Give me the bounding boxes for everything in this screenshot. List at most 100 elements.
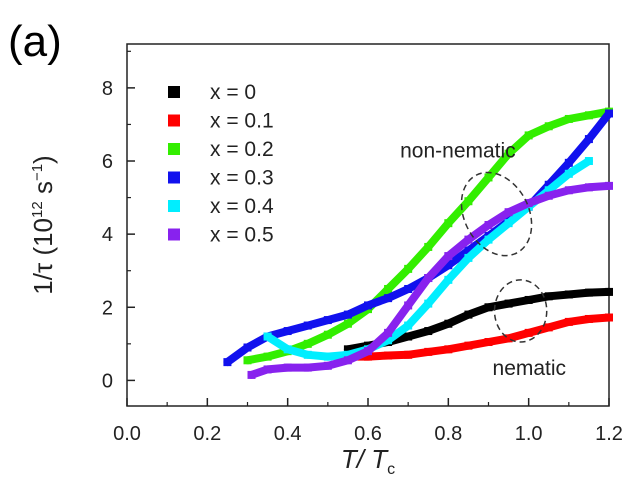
data-point <box>464 341 473 350</box>
data-point <box>584 157 593 166</box>
x-tick-label: 1.2 <box>595 423 623 445</box>
legend-marker <box>168 228 180 241</box>
legend-marker <box>168 171 180 184</box>
data-point <box>444 275 453 284</box>
data-point <box>343 345 352 354</box>
data-point <box>444 252 453 261</box>
data-point <box>464 310 473 319</box>
data-point <box>484 303 493 312</box>
x-axis-title: T/ Tc <box>341 444 395 478</box>
data-point <box>343 319 352 328</box>
x-tick-label: 0.0 <box>113 423 141 445</box>
legend-label: x = 0.5 <box>210 224 274 247</box>
data-point <box>584 111 593 120</box>
data-point <box>605 109 613 118</box>
data-point <box>303 363 312 372</box>
data-point <box>584 135 593 144</box>
legend-label: x = 0 <box>210 81 256 104</box>
data-point <box>544 122 553 131</box>
data-point <box>404 284 413 293</box>
annotation-label: nematic <box>493 357 567 380</box>
data-point <box>444 345 453 354</box>
data-point <box>283 327 292 336</box>
data-point <box>564 290 573 299</box>
data-point <box>323 352 332 361</box>
data-point <box>544 323 553 332</box>
data-point <box>564 114 573 123</box>
data-point <box>243 343 252 352</box>
data-point <box>524 295 533 304</box>
data-point <box>247 370 256 379</box>
data-point <box>343 310 352 319</box>
data-point <box>524 199 533 208</box>
data-point <box>524 131 533 140</box>
data-point <box>263 365 272 374</box>
data-point <box>364 301 372 310</box>
data-point <box>424 274 433 283</box>
data-point <box>303 321 312 330</box>
data-point <box>424 327 433 336</box>
nematic-region-ellipse <box>493 279 548 343</box>
legend-marker <box>168 143 180 155</box>
data-point <box>424 347 433 356</box>
data-point <box>605 287 613 296</box>
data-point <box>364 347 372 356</box>
non-nematic-region-ellipse <box>460 171 533 257</box>
annotation-label: non-nematic <box>400 139 516 162</box>
x-tick-label: 0.6 <box>354 423 382 445</box>
data-point <box>544 186 553 195</box>
data-point <box>504 219 513 228</box>
data-point <box>484 235 493 244</box>
data-point <box>323 330 332 339</box>
data-point <box>444 319 453 328</box>
y-tick-label: 8 <box>102 78 113 100</box>
data-point <box>223 358 232 367</box>
data-point <box>504 208 513 217</box>
data-point <box>605 313 613 322</box>
series-1 <box>343 313 613 361</box>
data-point <box>564 186 573 195</box>
data-point <box>364 352 372 361</box>
data-point <box>424 299 433 308</box>
legend-marker <box>168 200 180 212</box>
legend-label: x = 0.3 <box>210 167 274 190</box>
data-point <box>605 181 613 190</box>
data-point <box>584 288 593 297</box>
data-point <box>343 350 352 359</box>
data-point <box>283 363 292 372</box>
data-point <box>444 219 453 228</box>
data-point <box>404 350 413 359</box>
data-point <box>384 351 393 360</box>
data-point <box>384 284 393 293</box>
data-point <box>584 314 593 323</box>
data-point <box>564 317 573 326</box>
data-point <box>243 356 252 365</box>
data-point <box>404 301 413 310</box>
data-point <box>444 261 453 270</box>
data-point <box>384 294 393 303</box>
data-point <box>343 356 352 365</box>
data-point <box>404 332 413 341</box>
legend-label: x = 0.1 <box>210 110 274 133</box>
y-tick-label: 2 <box>102 297 113 319</box>
x-tick-label: 1.0 <box>515 423 543 445</box>
panel-label: (a) <box>8 17 62 66</box>
data-point <box>464 253 473 262</box>
data-point <box>524 328 533 337</box>
data-point <box>544 191 553 200</box>
series-5 <box>247 181 613 379</box>
y-tick-label: 6 <box>102 151 113 173</box>
legend-marker <box>168 86 180 98</box>
data-point <box>404 264 413 273</box>
data-point <box>464 246 473 255</box>
data-point <box>504 149 513 158</box>
data-point <box>464 197 473 206</box>
data-point <box>283 345 292 354</box>
data-point <box>303 339 312 348</box>
legend-label: x = 0.2 <box>210 138 274 161</box>
data-point <box>504 334 513 343</box>
y-tick-label: 4 <box>102 224 113 246</box>
data-point <box>484 173 493 182</box>
data-point <box>424 242 433 251</box>
